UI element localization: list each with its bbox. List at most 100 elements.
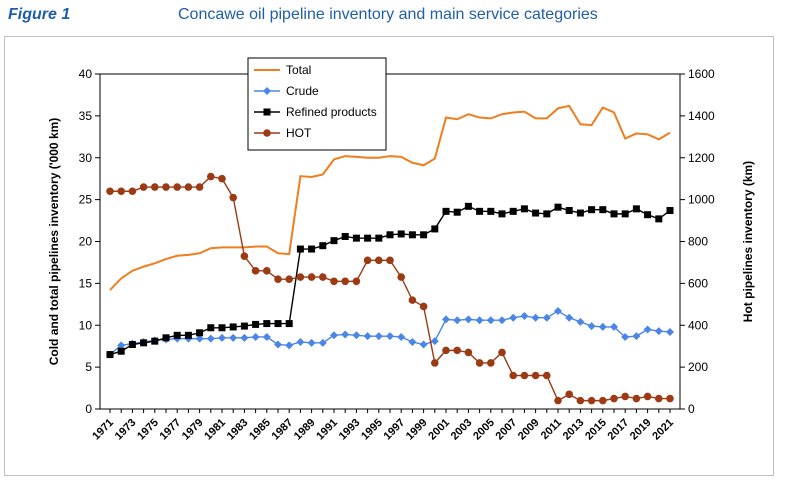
data-point-refined-products <box>621 210 629 218</box>
data-point-hot <box>509 371 517 380</box>
data-point-hot <box>554 396 562 405</box>
data-point-refined-products <box>308 245 316 253</box>
data-point-refined-products <box>408 231 416 239</box>
data-point-hot <box>352 277 361 286</box>
data-point-refined-products <box>162 334 170 342</box>
data-point-hot <box>319 273 327 281</box>
x-axis-tick-label: 1997 <box>382 417 408 443</box>
figure-label: Figure 1 <box>8 6 71 23</box>
data-point-crude <box>251 332 260 341</box>
series-hot <box>106 172 674 405</box>
data-point-hot <box>184 183 193 191</box>
x-axis-tick-label: 1987 <box>270 417 296 443</box>
data-point-hot <box>128 187 137 196</box>
data-point-refined-products <box>151 337 159 345</box>
data-point-hot <box>655 394 663 403</box>
figure-title: Concawe oil pipeline inventory and main … <box>178 6 598 23</box>
data-point-crude <box>341 330 350 339</box>
data-point-crude <box>274 340 282 349</box>
data-point-hot <box>375 256 383 265</box>
left-axis-tick-label: 5 <box>85 360 92 374</box>
data-point-refined-products <box>599 206 607 214</box>
data-point-refined-products <box>296 245 304 253</box>
data-point-refined-products <box>229 323 237 331</box>
legend-marker-crude <box>263 87 271 95</box>
data-point-hot <box>565 390 573 399</box>
legend-label-total: Total <box>286 63 311 77</box>
data-point-crude <box>531 313 540 322</box>
data-point-refined-products <box>666 207 674 215</box>
data-point-crude <box>307 338 316 347</box>
x-axis-tick-label: 1989 <box>292 417 318 443</box>
data-point-refined-products <box>476 207 484 215</box>
data-point-refined-products <box>655 215 663 223</box>
right-axis-title: Hot pipelines inventory (km) <box>741 161 755 322</box>
x-axis-tick-label: 2003 <box>449 417 475 443</box>
legend-box <box>247 57 387 151</box>
x-axis-tick-label: 2019 <box>628 417 654 443</box>
data-point-refined-products <box>319 242 327 250</box>
right-axis-tick-label: 400 <box>688 318 708 332</box>
x-axis-tick-label: 1999 <box>404 417 430 443</box>
x-axis-tick-label: 2001 <box>426 417 452 443</box>
data-point-refined-products <box>576 209 584 217</box>
left-axis-tick-label: 15 <box>79 276 93 290</box>
x-axis-tick-label: 1975 <box>135 417 161 443</box>
data-point-hot <box>363 256 372 265</box>
data-point-hot <box>162 183 170 191</box>
data-point-hot <box>240 252 249 260</box>
data-point-refined-products <box>632 205 640 213</box>
data-point-refined-products <box>263 320 271 328</box>
series-refined-products <box>106 202 674 359</box>
data-point-refined-products <box>442 207 450 215</box>
data-point-hot <box>587 396 596 405</box>
data-point-refined-products <box>554 203 562 211</box>
data-point-crude <box>632 332 641 341</box>
chart-axes: 0510152025303540020040060080010001200140… <box>47 67 755 442</box>
data-point-crude <box>430 337 439 346</box>
left-axis-tick-label: 35 <box>79 109 93 123</box>
data-point-hot <box>229 193 237 202</box>
data-point-hot <box>599 396 607 405</box>
data-point-refined-products <box>498 210 506 218</box>
data-point-hot <box>274 275 282 283</box>
data-point-hot <box>498 348 506 357</box>
data-point-crude <box>397 332 406 341</box>
data-point-crude <box>195 334 204 343</box>
data-point-refined-products <box>375 234 383 242</box>
x-axis-tick-label: 1985 <box>247 417 273 443</box>
data-point-refined-products <box>352 234 360 242</box>
right-axis-tick-label: 200 <box>688 360 708 374</box>
data-point-hot <box>408 296 417 304</box>
data-point-crude <box>654 327 663 336</box>
data-point-hot <box>487 359 495 367</box>
x-axis-tick-label: 1983 <box>225 417 251 443</box>
data-point-hot <box>475 359 484 367</box>
data-point-crude <box>386 332 394 341</box>
legend-marker-refined-products <box>263 108 271 116</box>
right-axis-tick-label: 600 <box>688 276 708 290</box>
data-point-refined-products <box>610 210 618 218</box>
data-point-refined-products <box>386 231 394 239</box>
left-axis-tick-label: 0 <box>85 402 92 416</box>
data-point-refined-products <box>420 231 428 239</box>
data-point-crude <box>206 334 215 343</box>
data-point-hot <box>307 273 316 281</box>
data-point-crude <box>352 331 361 340</box>
data-point-refined-products <box>341 232 349 240</box>
data-point-refined-products <box>453 208 461 216</box>
data-point-hot <box>531 371 540 380</box>
data-point-hot <box>576 396 585 405</box>
data-point-hot <box>431 359 439 367</box>
data-point-hot <box>218 174 226 183</box>
data-point-hot <box>195 183 204 191</box>
data-point-crude <box>643 325 652 334</box>
data-point-crude <box>296 338 305 346</box>
data-point-crude <box>218 333 226 342</box>
data-point-refined-products <box>509 207 517 215</box>
data-point-refined-products <box>464 202 472 210</box>
series-crude <box>106 307 674 359</box>
data-point-crude <box>363 332 372 341</box>
data-point-crude <box>442 315 450 324</box>
data-point-crude <box>542 313 551 322</box>
